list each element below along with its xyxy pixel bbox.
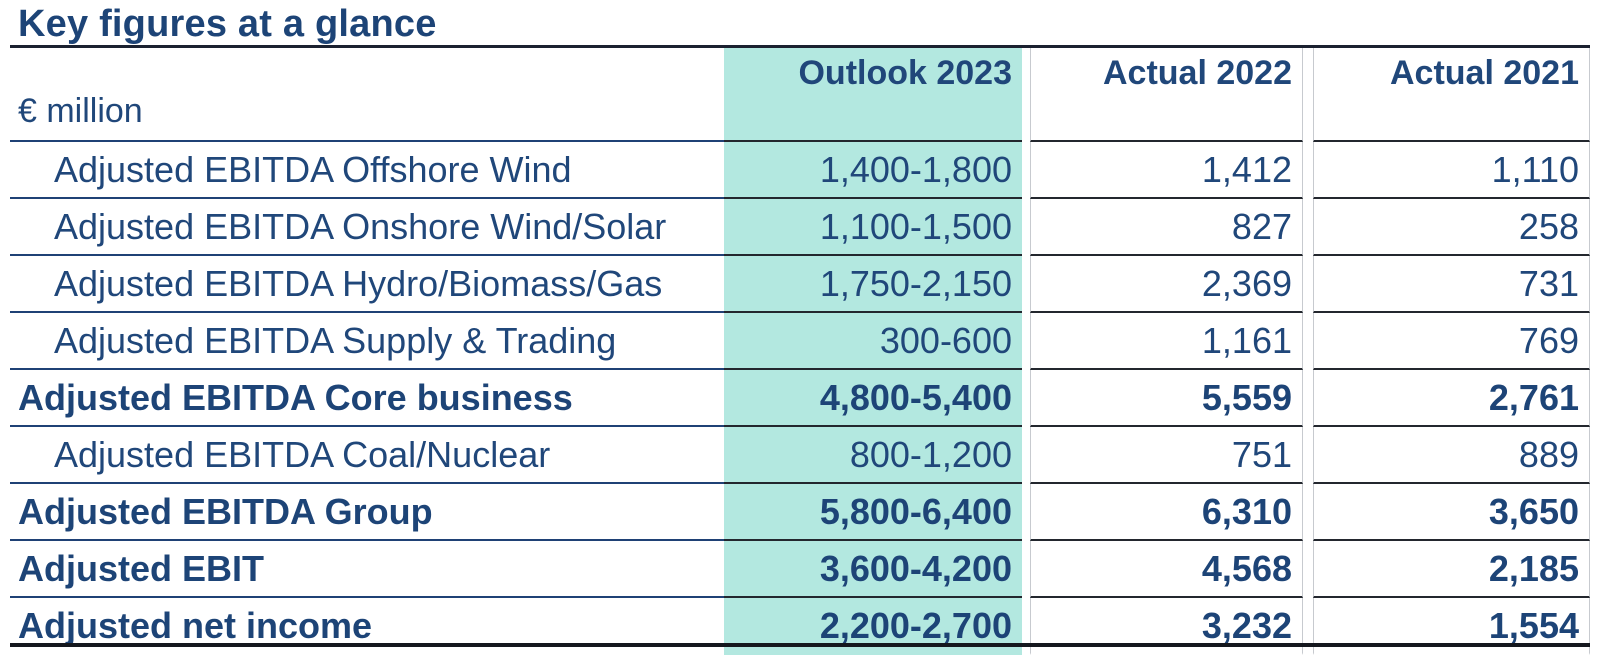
title-divider <box>10 45 1590 48</box>
column-gap <box>1303 541 1313 598</box>
table-row: Adjusted EBITDA Onshore Wind/Solar 1,100-… <box>10 199 1590 256</box>
actual-2022-value: 1,412 <box>1030 142 1303 199</box>
outlook-2023-value: 3,600-4,200 <box>724 541 1022 598</box>
table-row: Adjusted EBITDA Coal/Nuclear 800-1,200 751… <box>10 427 1590 484</box>
column-gap <box>1022 427 1030 484</box>
column-gap <box>1022 541 1030 598</box>
column-gap <box>1022 142 1030 199</box>
actual-2022-value: 3,232 <box>1030 598 1303 655</box>
actual-2021-value: 1,554 <box>1313 598 1590 655</box>
actual-2021-value: 769 <box>1313 313 1590 370</box>
column-gap <box>1022 598 1030 655</box>
row-label: Adjusted EBITDA Coal/Nuclear <box>10 427 724 484</box>
row-label: Adjusted EBITDA Hydro/Biomass/Gas <box>10 256 724 313</box>
table-row: Adjusted EBITDA Core business 4,800-5,400… <box>10 370 1590 427</box>
outlook-2023-value: 300-600 <box>724 313 1022 370</box>
outlook-2023-value: 4,800-5,400 <box>724 370 1022 427</box>
column-gap <box>1303 313 1313 370</box>
column-gap <box>1303 256 1313 313</box>
column-gap <box>1303 484 1313 541</box>
outlook-2023-value: 1,400-1,800 <box>724 142 1022 199</box>
header-row: € million Outlook 2023 Actual 2022 Actua… <box>10 48 1590 142</box>
column-header-outlook-2023: Outlook 2023 <box>724 48 1022 142</box>
column-header-actual-2022: Actual 2022 <box>1030 48 1303 142</box>
actual-2021-value: 258 <box>1313 199 1590 256</box>
outlook-column-tail <box>724 647 1022 652</box>
actual-2022-value: 6,310 <box>1030 484 1303 541</box>
actual-2021-value: 731 <box>1313 256 1590 313</box>
actual-2021-value: 2,185 <box>1313 541 1590 598</box>
table-bottom-border <box>10 643 1590 647</box>
table-row: Adjusted EBITDA Group 5,800-6,400 6,310 3,6… <box>10 484 1590 541</box>
row-label: Adjusted EBITDA Offshore Wind <box>10 142 724 199</box>
row-label: Adjusted EBITDA Core business <box>10 370 724 427</box>
actual-2022-value: 2,369 <box>1030 256 1303 313</box>
column-gap <box>1303 427 1313 484</box>
outlook-2023-value: 5,800-6,400 <box>724 484 1022 541</box>
unit-label: € million <box>10 48 724 142</box>
column-gap <box>1022 484 1030 541</box>
column-header-actual-2021: Actual 2021 <box>1313 48 1590 142</box>
row-label: Adjusted EBITDA Group <box>10 484 724 541</box>
column-gap <box>1022 256 1030 313</box>
column-gap <box>1022 199 1030 256</box>
table-row: Adjusted EBITDA Offshore Wind 1,400-1,800… <box>10 142 1590 199</box>
actual-2021-value: 889 <box>1313 427 1590 484</box>
table-row: Adjusted EBIT 3,600-4,200 4,568 2,185 <box>10 541 1590 598</box>
row-label: Adjusted EBIT <box>10 541 724 598</box>
column-gap <box>1303 370 1313 427</box>
actual-2022-value: 1,161 <box>1030 313 1303 370</box>
outlook-2023-value: 1,750-2,150 <box>724 256 1022 313</box>
actual-2021-value: 2,761 <box>1313 370 1590 427</box>
column-gap <box>1303 48 1313 142</box>
page-title: Key figures at a glance <box>18 3 437 45</box>
table-row: Adjusted EBITDA Supply & Trading 300-600 1… <box>10 313 1590 370</box>
outlook-2023-value: 800-1,200 <box>724 427 1022 484</box>
column-gap <box>1022 313 1030 370</box>
column-gap <box>1022 370 1030 427</box>
actual-2021-value: 3,650 <box>1313 484 1590 541</box>
key-figures-table: € million Outlook 2023 Actual 2022 Actua… <box>10 48 1590 655</box>
column-gap <box>1022 48 1030 142</box>
row-label: Adjusted net income <box>18 604 373 646</box>
row-label: Adjusted EBITDA Onshore Wind/Solar <box>10 199 724 256</box>
actual-2022-value: 4,568 <box>1030 541 1303 598</box>
column-gap <box>1303 598 1313 655</box>
actual-2022-value: 827 <box>1030 199 1303 256</box>
row-label: Adjusted EBITDA Supply & Trading <box>10 313 724 370</box>
table-row: Adjusted EBITDA Hydro/Biomass/Gas 1,750-2… <box>10 256 1590 313</box>
column-gap <box>1303 142 1313 199</box>
column-gap <box>1303 199 1313 256</box>
outlook-2023-value: 1,100-1,500 <box>724 199 1022 256</box>
actual-2021-value: 1,110 <box>1313 142 1590 199</box>
actual-2022-value: 5,559 <box>1030 370 1303 427</box>
actual-2022-value: 751 <box>1030 427 1303 484</box>
table-body: Adjusted EBITDA Offshore Wind 1,400-1,800… <box>10 142 1590 655</box>
